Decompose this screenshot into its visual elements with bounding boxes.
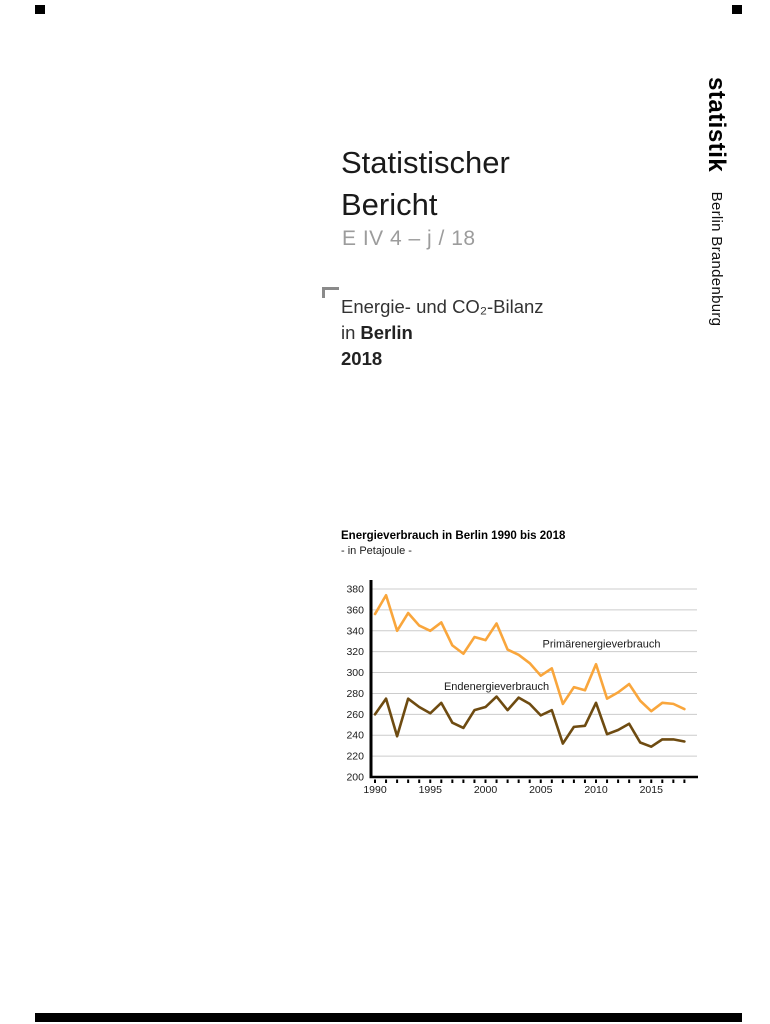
report-title-line1: Statistischer	[341, 145, 510, 180]
report-code: E IV 4 – j / 18	[342, 227, 476, 250]
y-tick-label: 280	[346, 688, 364, 700]
y-tick-label: 360	[346, 604, 364, 616]
y-tick-label: 200	[346, 771, 364, 783]
y-tick-label: 240	[346, 730, 364, 742]
series-label: Primärenergieverbrauch	[543, 638, 661, 650]
brand-sidebar: statistik Berlin Brandenburg	[702, 77, 730, 326]
brand-name: statistik	[703, 77, 730, 173]
y-tick-label: 340	[346, 625, 364, 637]
y-tick-label: 300	[346, 667, 364, 679]
chart-subtitle: - in Petajoule -	[341, 545, 412, 557]
report-title-line2: Bericht	[341, 187, 438, 222]
subject-line3: 2018	[341, 348, 383, 369]
subject-block: Energie- und CO₂-Bilanz in Berlin 2018	[341, 294, 544, 372]
x-tick-label: 1995	[419, 784, 443, 796]
energy-chart: 200 220 240 260 280 300 320 340 360 380 1990 1995 20…	[346, 580, 698, 796]
corner-mark	[322, 287, 339, 298]
print-mark-top-right	[732, 5, 742, 14]
subject-line2-prefix: in	[341, 322, 356, 343]
subject-line2: in Berlin	[341, 320, 544, 346]
x-tick-label: 2010	[584, 784, 608, 796]
subject-line2-bold: Berlin	[360, 322, 413, 343]
y-tick-label: 380	[346, 584, 364, 596]
x-tick-label: 1990	[363, 784, 387, 796]
y-tick-label: 220	[346, 751, 364, 763]
bottom-bar	[35, 1013, 742, 1022]
x-tick-label: 2005	[529, 784, 553, 796]
series-line-primärenergieverbrauch	[373, 593, 686, 713]
subject-line1: Energie- und CO₂-Bilanz	[341, 296, 544, 317]
series-label: Endenergieverbrauch	[444, 681, 549, 693]
x-tick-label: 2015	[640, 784, 664, 796]
y-tick-label: 260	[346, 709, 364, 721]
chart-title: Energieverbrauch in Berlin 1990 bis 2018	[341, 530, 566, 542]
print-mark-top-left	[35, 5, 45, 14]
report-title: Statistischer Bericht	[341, 142, 510, 226]
y-tick-label: 320	[346, 646, 364, 658]
brand-region: Berlin Brandenburg	[708, 191, 725, 327]
series-line-endenergieverbrauch	[373, 695, 686, 749]
x-tick-label: 2000	[474, 784, 498, 796]
